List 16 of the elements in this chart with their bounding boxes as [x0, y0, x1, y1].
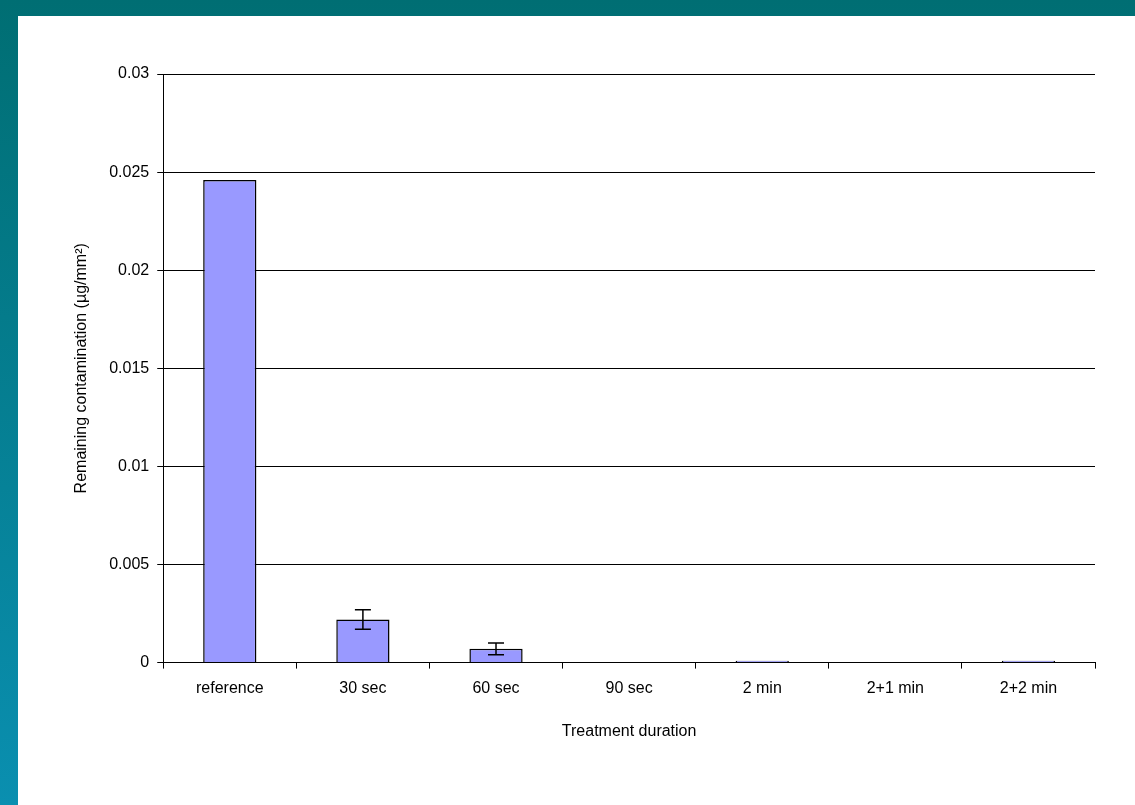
y-tick-label: 0.025 — [109, 162, 150, 180]
y-tick-label: 0 — [140, 653, 150, 671]
y-tick-label: 0.02 — [118, 260, 150, 278]
x-tick-label: 30 sec — [339, 678, 387, 696]
x-tick-label: reference — [196, 678, 264, 696]
y-tick-label: 0.03 — [118, 64, 150, 82]
y-tick-label: 0.01 — [118, 456, 150, 474]
y-tick-label: 0.015 — [109, 358, 150, 376]
y-tick-label: 0.005 — [109, 554, 150, 572]
x-tick-label: 60 sec — [472, 678, 520, 696]
x-tick-label: 90 sec — [605, 678, 653, 696]
x-tick-label: 2 min — [742, 678, 782, 696]
x-tick-label: 2+1 min — [866, 678, 925, 696]
x-axis-title: Treatment duration — [561, 721, 697, 739]
y-axis-title: Remaining contamination (µg/mm²) — [72, 243, 90, 494]
x-tick-label: 2+2 min — [999, 678, 1058, 696]
